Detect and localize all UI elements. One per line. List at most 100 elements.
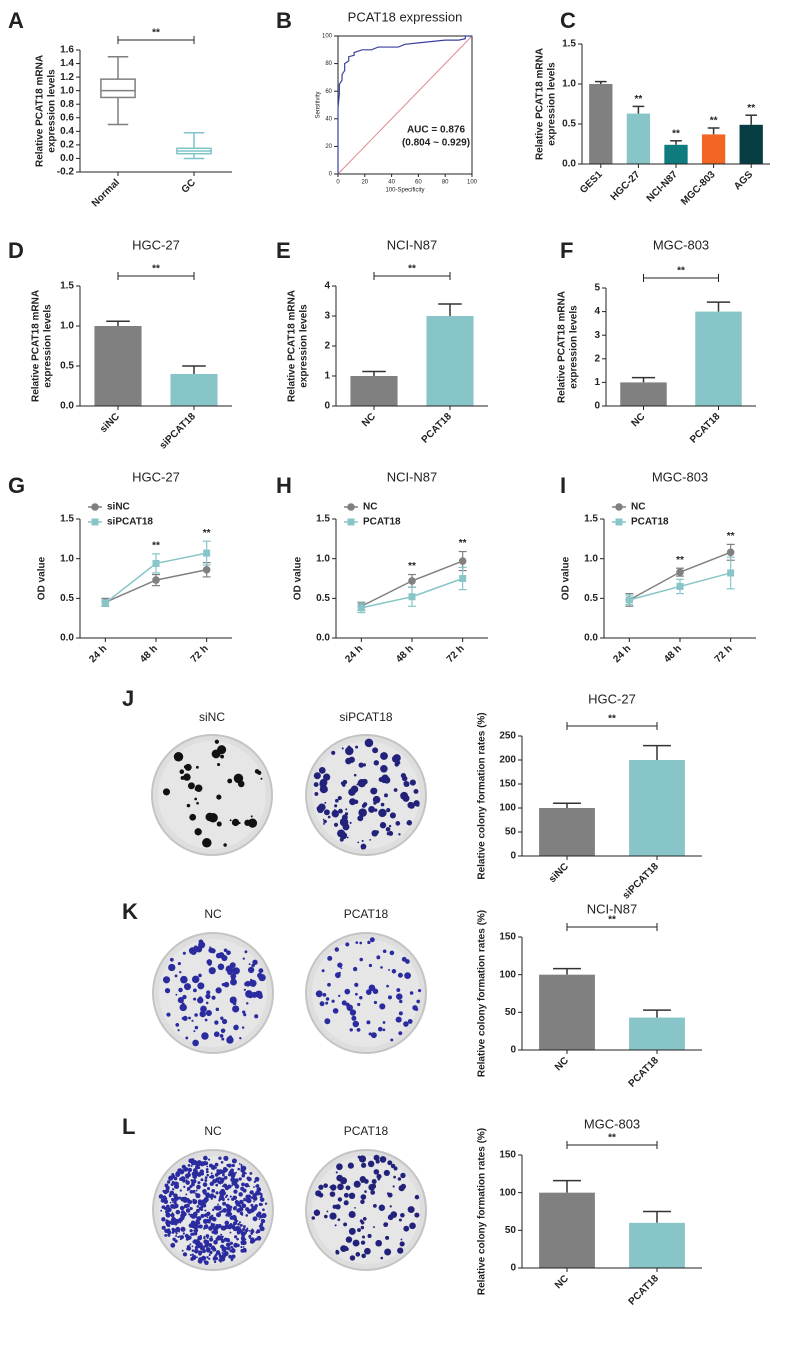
y-tick-label: 50 bbox=[505, 827, 517, 838]
colony bbox=[398, 1218, 402, 1222]
colony bbox=[222, 1201, 227, 1206]
x-tick-label: Normal bbox=[90, 177, 122, 209]
legend-label: NC bbox=[363, 502, 377, 513]
colony bbox=[370, 1190, 376, 1195]
colony bbox=[243, 988, 246, 991]
colony bbox=[207, 1158, 211, 1161]
chart-title: MGC-803 bbox=[653, 237, 709, 252]
colony bbox=[219, 1256, 224, 1262]
legend-marker bbox=[615, 518, 623, 526]
colony bbox=[241, 1182, 245, 1187]
y-tick-label: 100 bbox=[322, 34, 333, 40]
significance-label: ** bbox=[747, 103, 755, 114]
colony bbox=[208, 1253, 211, 1257]
legend-label: siNC bbox=[107, 502, 130, 513]
colony bbox=[223, 843, 227, 847]
y-tick-label: 0 bbox=[594, 401, 600, 412]
colony bbox=[357, 778, 366, 788]
colony bbox=[390, 1038, 394, 1042]
colony bbox=[254, 769, 260, 774]
y-tick-label: 1.2 bbox=[60, 72, 74, 83]
colony bbox=[354, 982, 359, 987]
colony bbox=[177, 1235, 180, 1238]
colony bbox=[197, 1181, 201, 1185]
colony bbox=[245, 1207, 250, 1212]
colony bbox=[229, 1205, 233, 1209]
colony bbox=[221, 1197, 225, 1201]
y-tick-label: 0 bbox=[510, 1045, 516, 1056]
chart-title: HGC-27 bbox=[132, 469, 180, 484]
colony bbox=[200, 1213, 205, 1218]
colony bbox=[258, 1224, 262, 1228]
y-tick-label: 3 bbox=[324, 311, 330, 322]
colony bbox=[183, 773, 191, 781]
colony bbox=[213, 1195, 217, 1199]
colony bbox=[373, 801, 377, 805]
colony bbox=[164, 1233, 168, 1237]
plate-label: PCAT18 bbox=[344, 1124, 389, 1138]
colony bbox=[217, 1203, 219, 1206]
colony bbox=[178, 1235, 181, 1238]
colony bbox=[224, 1186, 229, 1191]
colony bbox=[373, 1204, 377, 1208]
colony bbox=[376, 1169, 379, 1172]
colony bbox=[241, 1173, 246, 1178]
y-tick-label: 1 bbox=[324, 371, 330, 382]
colony bbox=[203, 1236, 206, 1240]
y-tick-label: 0.2 bbox=[60, 140, 74, 151]
colony bbox=[221, 1185, 224, 1188]
colony bbox=[341, 747, 344, 750]
colony bbox=[221, 1251, 224, 1254]
colony bbox=[232, 1171, 235, 1175]
x-tick-label: NC bbox=[553, 1055, 571, 1073]
colony bbox=[197, 1235, 203, 1241]
colony bbox=[333, 809, 336, 812]
colony bbox=[218, 1235, 223, 1241]
colony bbox=[327, 982, 331, 987]
colony bbox=[162, 788, 171, 796]
chart-title: PCAT18 expression bbox=[348, 9, 463, 24]
colony bbox=[383, 1222, 389, 1228]
colony bbox=[166, 1207, 172, 1213]
colony bbox=[251, 1239, 254, 1242]
x-tick-label: GC bbox=[180, 177, 198, 195]
colony bbox=[205, 1170, 209, 1174]
x-tick-label: 60 bbox=[415, 180, 422, 186]
colony bbox=[229, 1250, 232, 1253]
colony bbox=[323, 819, 327, 824]
colony bbox=[378, 1204, 386, 1211]
legend-marker bbox=[347, 503, 355, 511]
colony bbox=[320, 803, 325, 809]
x-tick-label: 72 h bbox=[189, 643, 211, 665]
colony bbox=[162, 1205, 165, 1208]
colony bbox=[231, 1184, 234, 1187]
colony bbox=[250, 815, 253, 818]
y-tick-label: 1.5 bbox=[562, 39, 576, 50]
colony bbox=[322, 822, 325, 825]
colony bbox=[233, 1242, 239, 1248]
colony bbox=[226, 1246, 231, 1251]
colony bbox=[231, 1225, 236, 1230]
colony bbox=[173, 1196, 179, 1201]
y-tick-label: 0.0 bbox=[60, 633, 74, 644]
significance-label: ** bbox=[152, 28, 160, 39]
colony bbox=[390, 1211, 398, 1218]
colony bbox=[195, 1189, 198, 1192]
colony bbox=[182, 951, 186, 955]
colony bbox=[234, 1235, 238, 1239]
colony bbox=[167, 1186, 170, 1190]
colony bbox=[203, 1155, 208, 1161]
colony bbox=[209, 946, 211, 949]
colony bbox=[223, 948, 228, 953]
bar bbox=[629, 1222, 685, 1268]
y-axis-label: expression levels bbox=[43, 304, 54, 388]
colony bbox=[206, 1187, 211, 1191]
colony bbox=[204, 1018, 208, 1022]
colony bbox=[374, 797, 379, 802]
colony bbox=[185, 1193, 188, 1196]
colony bbox=[237, 1226, 241, 1230]
colony bbox=[250, 1203, 254, 1207]
colony bbox=[363, 1178, 369, 1184]
colony bbox=[336, 1174, 343, 1182]
colony bbox=[230, 1177, 236, 1183]
